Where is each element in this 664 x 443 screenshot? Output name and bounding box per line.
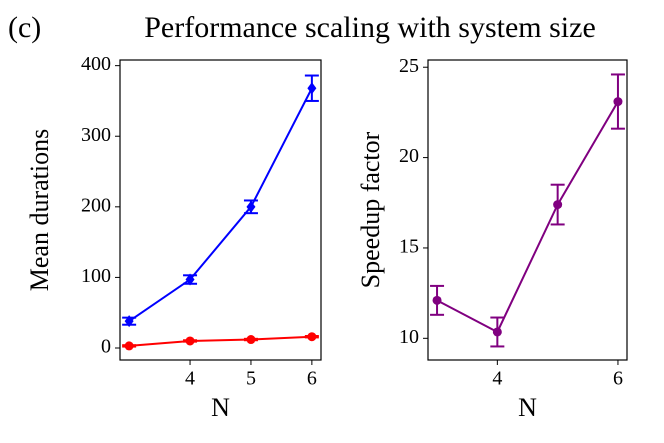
series-line — [436, 101, 619, 334]
y-tick-label: 200 — [81, 194, 111, 216]
marker — [492, 327, 502, 337]
plot: 10 15 20 25 4 6 N Speedup factor — [356, 55, 628, 422]
x-tick-label: 6 — [613, 368, 623, 390]
x-tick-label: 4 — [185, 368, 195, 390]
marker — [185, 336, 195, 346]
plot: 0 100 200 300 400 4 5 6 N Mean durations — [25, 53, 322, 422]
y-tick-label: 20 — [399, 145, 419, 167]
x-axis-label: N — [211, 393, 230, 422]
x-tick-label: 4 — [492, 368, 502, 390]
marker — [124, 341, 134, 351]
marker — [307, 82, 317, 95]
y-tick-label: 400 — [81, 53, 111, 75]
marker — [185, 273, 195, 286]
marker — [613, 97, 623, 107]
y-tick-label: 10 — [399, 326, 419, 348]
marker — [246, 200, 256, 213]
marker — [307, 332, 317, 342]
y-axis-label: Speedup factor — [356, 131, 385, 288]
y-tick-label: 15 — [399, 236, 419, 258]
marker — [432, 295, 442, 305]
y-axis-label: Mean durations — [25, 129, 54, 291]
figure-title: Performance scaling with system size — [144, 11, 596, 44]
plot-frame — [119, 59, 322, 361]
y-tick-label: 300 — [81, 124, 111, 146]
plot-frame — [427, 59, 628, 361]
x-axis-label: N — [518, 393, 537, 422]
series-line — [129, 335, 312, 347]
marker — [246, 335, 256, 345]
y-tick-label: 0 — [101, 336, 111, 358]
x-tick-label: 6 — [307, 368, 317, 390]
marker — [553, 200, 563, 210]
y-tick-label: 100 — [81, 265, 111, 287]
y-tick-label: 25 — [399, 55, 419, 77]
panel-label: (c) — [8, 11, 41, 44]
x-tick-label: 5 — [246, 368, 256, 390]
marker — [124, 315, 134, 328]
series-line — [128, 87, 313, 323]
